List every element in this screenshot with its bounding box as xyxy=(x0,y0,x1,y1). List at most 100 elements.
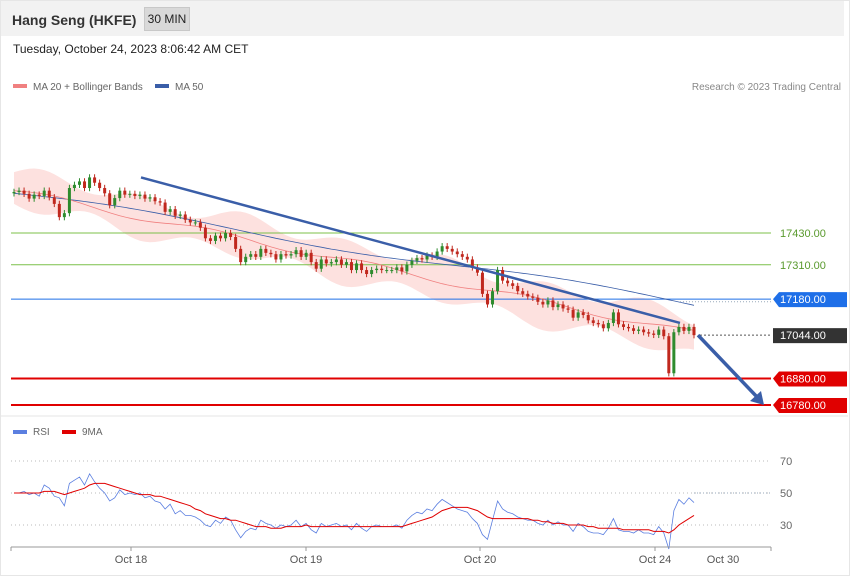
candle-body xyxy=(67,188,71,214)
candle-body xyxy=(395,267,399,271)
timestamp: Tuesday, October 24, 2023 8:06:42 AM CET xyxy=(13,42,249,56)
candle-body xyxy=(606,322,610,329)
rsi-ma-line xyxy=(14,482,695,534)
candle-body xyxy=(299,250,303,257)
candle-body xyxy=(143,194,147,199)
candle-body xyxy=(616,312,620,325)
candle-body xyxy=(455,251,459,255)
candle-body xyxy=(339,259,343,265)
pivot-tag xyxy=(773,292,847,308)
candle-body xyxy=(511,283,515,286)
timeframe-button[interactable]: 30 MIN xyxy=(144,7,190,31)
candle-body xyxy=(460,254,464,257)
candle-body xyxy=(62,213,66,218)
copyright-note: Research © 2023 Trading Central xyxy=(692,82,841,93)
candle-body xyxy=(571,309,575,318)
candle-body xyxy=(22,190,26,194)
candle-body xyxy=(12,191,16,194)
candle-body xyxy=(17,190,21,192)
header-bar: Hang Seng (HKFE) 30 MIN xyxy=(1,1,844,36)
candle-body xyxy=(108,193,112,206)
candle-body xyxy=(148,197,152,199)
candle-body xyxy=(586,315,590,321)
ma50-legend-swatch xyxy=(155,84,169,88)
candle-body xyxy=(244,256,248,263)
candle-body xyxy=(652,333,656,335)
x-axis-ticks: Oct 18 Oct 19 Oct 20 Oct 24 Oct 30 xyxy=(10,547,772,566)
candle-body xyxy=(77,181,81,185)
candle-body xyxy=(319,259,323,269)
candle-body xyxy=(37,194,41,196)
candle-body xyxy=(415,258,419,261)
candle-body xyxy=(294,250,298,255)
candle-body xyxy=(672,332,676,374)
ma50-line xyxy=(13,192,695,306)
candle-body xyxy=(425,255,429,260)
rsi-plot: 70 50 30 xyxy=(11,456,792,550)
ma20-line xyxy=(13,190,695,331)
candle-body xyxy=(128,193,132,195)
candle-body xyxy=(526,293,530,297)
candle-body xyxy=(541,301,545,305)
candle-body xyxy=(329,262,333,264)
candle-body xyxy=(193,222,197,224)
candle-body xyxy=(516,285,520,292)
candle-body xyxy=(465,256,469,260)
candle-body xyxy=(561,304,565,309)
candle-body xyxy=(546,300,550,305)
resistance-label: 17310.00 xyxy=(780,260,826,272)
candle-body xyxy=(98,182,102,189)
candle-body xyxy=(687,326,691,331)
candle-body xyxy=(158,201,162,203)
candle-body xyxy=(662,329,666,337)
candle-body xyxy=(677,326,681,333)
candle-body xyxy=(420,258,424,260)
candle-body xyxy=(632,328,636,331)
candle-body xyxy=(239,248,243,263)
candle-body xyxy=(269,252,273,255)
candle-body xyxy=(405,264,409,272)
candle-body xyxy=(208,238,212,241)
candle-body xyxy=(355,263,359,271)
candle-body xyxy=(123,190,127,195)
candle-body xyxy=(496,270,500,292)
candle-body xyxy=(42,190,46,196)
x-tick-label: Oct 30 xyxy=(707,554,739,566)
candle-body xyxy=(178,214,182,216)
candle-body xyxy=(103,188,107,194)
candle-body xyxy=(133,193,137,196)
candle-body xyxy=(480,272,484,294)
candle-body xyxy=(536,297,540,302)
candle-body xyxy=(188,219,192,223)
candle-body xyxy=(566,308,570,310)
candle-body xyxy=(521,291,525,294)
candle-body xyxy=(234,236,238,249)
candle-body xyxy=(360,263,364,271)
rsi-line xyxy=(14,472,695,550)
candle-body xyxy=(491,291,495,305)
candle-body xyxy=(556,304,560,308)
candle-body xyxy=(249,254,253,257)
candle-body xyxy=(32,194,36,199)
x-tick-label: Oct 19 xyxy=(290,554,322,566)
candle-body xyxy=(627,326,631,329)
candle-body xyxy=(637,329,641,331)
candle-body xyxy=(254,254,258,257)
candle-body xyxy=(621,324,625,327)
candle-body xyxy=(118,190,122,199)
rsi-ma-legend-swatch xyxy=(62,430,76,434)
candle-body xyxy=(445,246,449,249)
candle-body xyxy=(692,326,696,336)
support-label: 16780.00 xyxy=(780,400,826,412)
candle-body xyxy=(581,312,585,316)
candle-body xyxy=(647,332,651,334)
candle-body xyxy=(642,329,646,333)
candle-body xyxy=(284,254,288,256)
candle-body xyxy=(440,246,444,252)
projection-arrow-shaft xyxy=(696,333,760,400)
candle-body xyxy=(88,177,92,189)
candle-body xyxy=(531,296,535,298)
ma50-legend-label: MA 50 xyxy=(175,82,204,93)
candle-body xyxy=(314,262,318,269)
